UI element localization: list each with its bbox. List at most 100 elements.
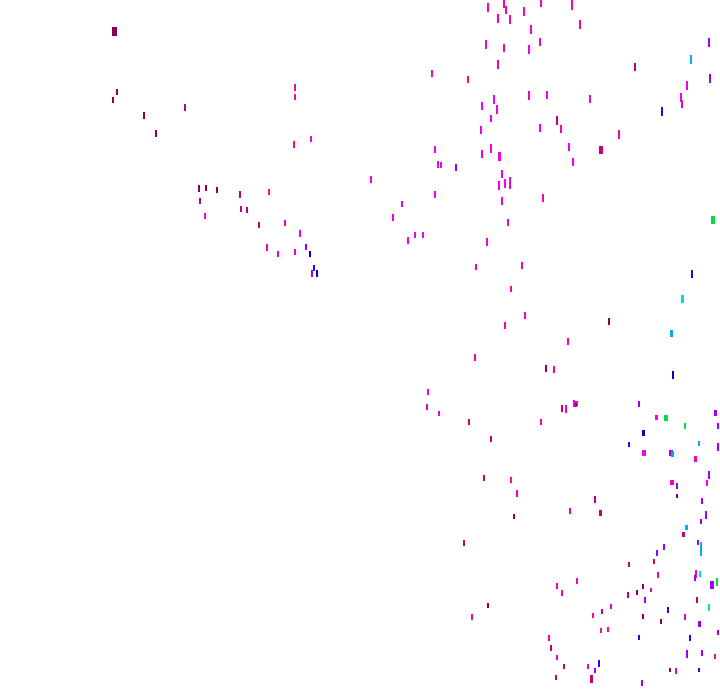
mark [571, 0, 573, 10]
mark [714, 410, 717, 416]
mark [258, 222, 260, 228]
mark [671, 451, 674, 457]
mark [507, 219, 509, 226]
mark [672, 371, 674, 379]
mark [711, 216, 715, 224]
mark [695, 570, 697, 578]
mark [239, 191, 241, 198]
mark [496, 105, 498, 114]
mark [116, 89, 118, 95]
mark [694, 575, 696, 581]
mark [523, 7, 525, 16]
mark [426, 404, 428, 410]
mark [498, 181, 500, 190]
mark [497, 14, 499, 23]
mark [656, 550, 658, 556]
mark [509, 177, 511, 189]
mark [539, 124, 541, 132]
mark [598, 660, 600, 667]
mark [650, 588, 652, 592]
mark [294, 94, 296, 100]
mark [293, 141, 295, 148]
mark [700, 519, 702, 524]
mark [641, 680, 643, 686]
mark [504, 179, 506, 188]
mark [561, 405, 563, 412]
mark [701, 498, 703, 504]
mark [316, 270, 318, 277]
mark [590, 675, 593, 683]
mark [216, 187, 218, 193]
mark [618, 130, 620, 139]
mark [670, 480, 674, 485]
mark [474, 354, 476, 361]
mark [311, 270, 313, 277]
mark [676, 494, 678, 498]
mark [205, 185, 207, 191]
mark [698, 621, 701, 627]
mark [204, 213, 206, 219]
mark [392, 214, 394, 221]
mark [487, 3, 489, 12]
mark [550, 645, 552, 651]
mark [556, 583, 558, 589]
mark [599, 510, 602, 516]
mark [467, 76, 469, 83]
mark [667, 607, 669, 613]
mark [490, 144, 492, 153]
mark [680, 93, 682, 102]
mark [569, 508, 571, 514]
mark [310, 136, 312, 142]
mark [698, 441, 700, 446]
mark [700, 542, 702, 556]
mark [697, 540, 699, 545]
mark [661, 107, 663, 116]
mark [407, 237, 409, 244]
mark [545, 365, 547, 372]
mark [266, 244, 268, 251]
mark [539, 38, 541, 46]
mark [714, 654, 716, 659]
mark [530, 25, 532, 34]
mark [434, 146, 436, 153]
mark [594, 668, 596, 673]
mark [642, 450, 646, 456]
mark [513, 514, 515, 519]
mark [556, 116, 558, 125]
mark [440, 162, 442, 168]
mark [681, 100, 683, 108]
mark [268, 189, 270, 195]
mark [455, 164, 457, 171]
mark [112, 27, 117, 36]
mark [431, 70, 433, 77]
mark [669, 668, 671, 672]
mark [682, 532, 685, 537]
mark [487, 603, 489, 608]
mark [717, 630, 719, 635]
mark [497, 60, 499, 69]
mark [414, 232, 416, 238]
mark [199, 198, 201, 204]
mark [294, 84, 296, 91]
mark [240, 206, 242, 212]
mark [556, 655, 558, 660]
mark [505, 6, 507, 14]
mark [503, 0, 505, 8]
mark [434, 191, 436, 198]
mark [642, 430, 645, 436]
mark [299, 230, 301, 237]
mark [504, 322, 506, 329]
mark [427, 389, 429, 395]
mark [685, 525, 688, 530]
mark [638, 401, 640, 407]
mark [485, 40, 487, 49]
mark [540, 419, 542, 425]
mark [493, 95, 495, 104]
mark [664, 415, 668, 421]
mark [709, 74, 711, 83]
mark [490, 436, 492, 442]
mark [706, 480, 708, 486]
mark [481, 102, 483, 110]
mark [690, 55, 692, 64]
